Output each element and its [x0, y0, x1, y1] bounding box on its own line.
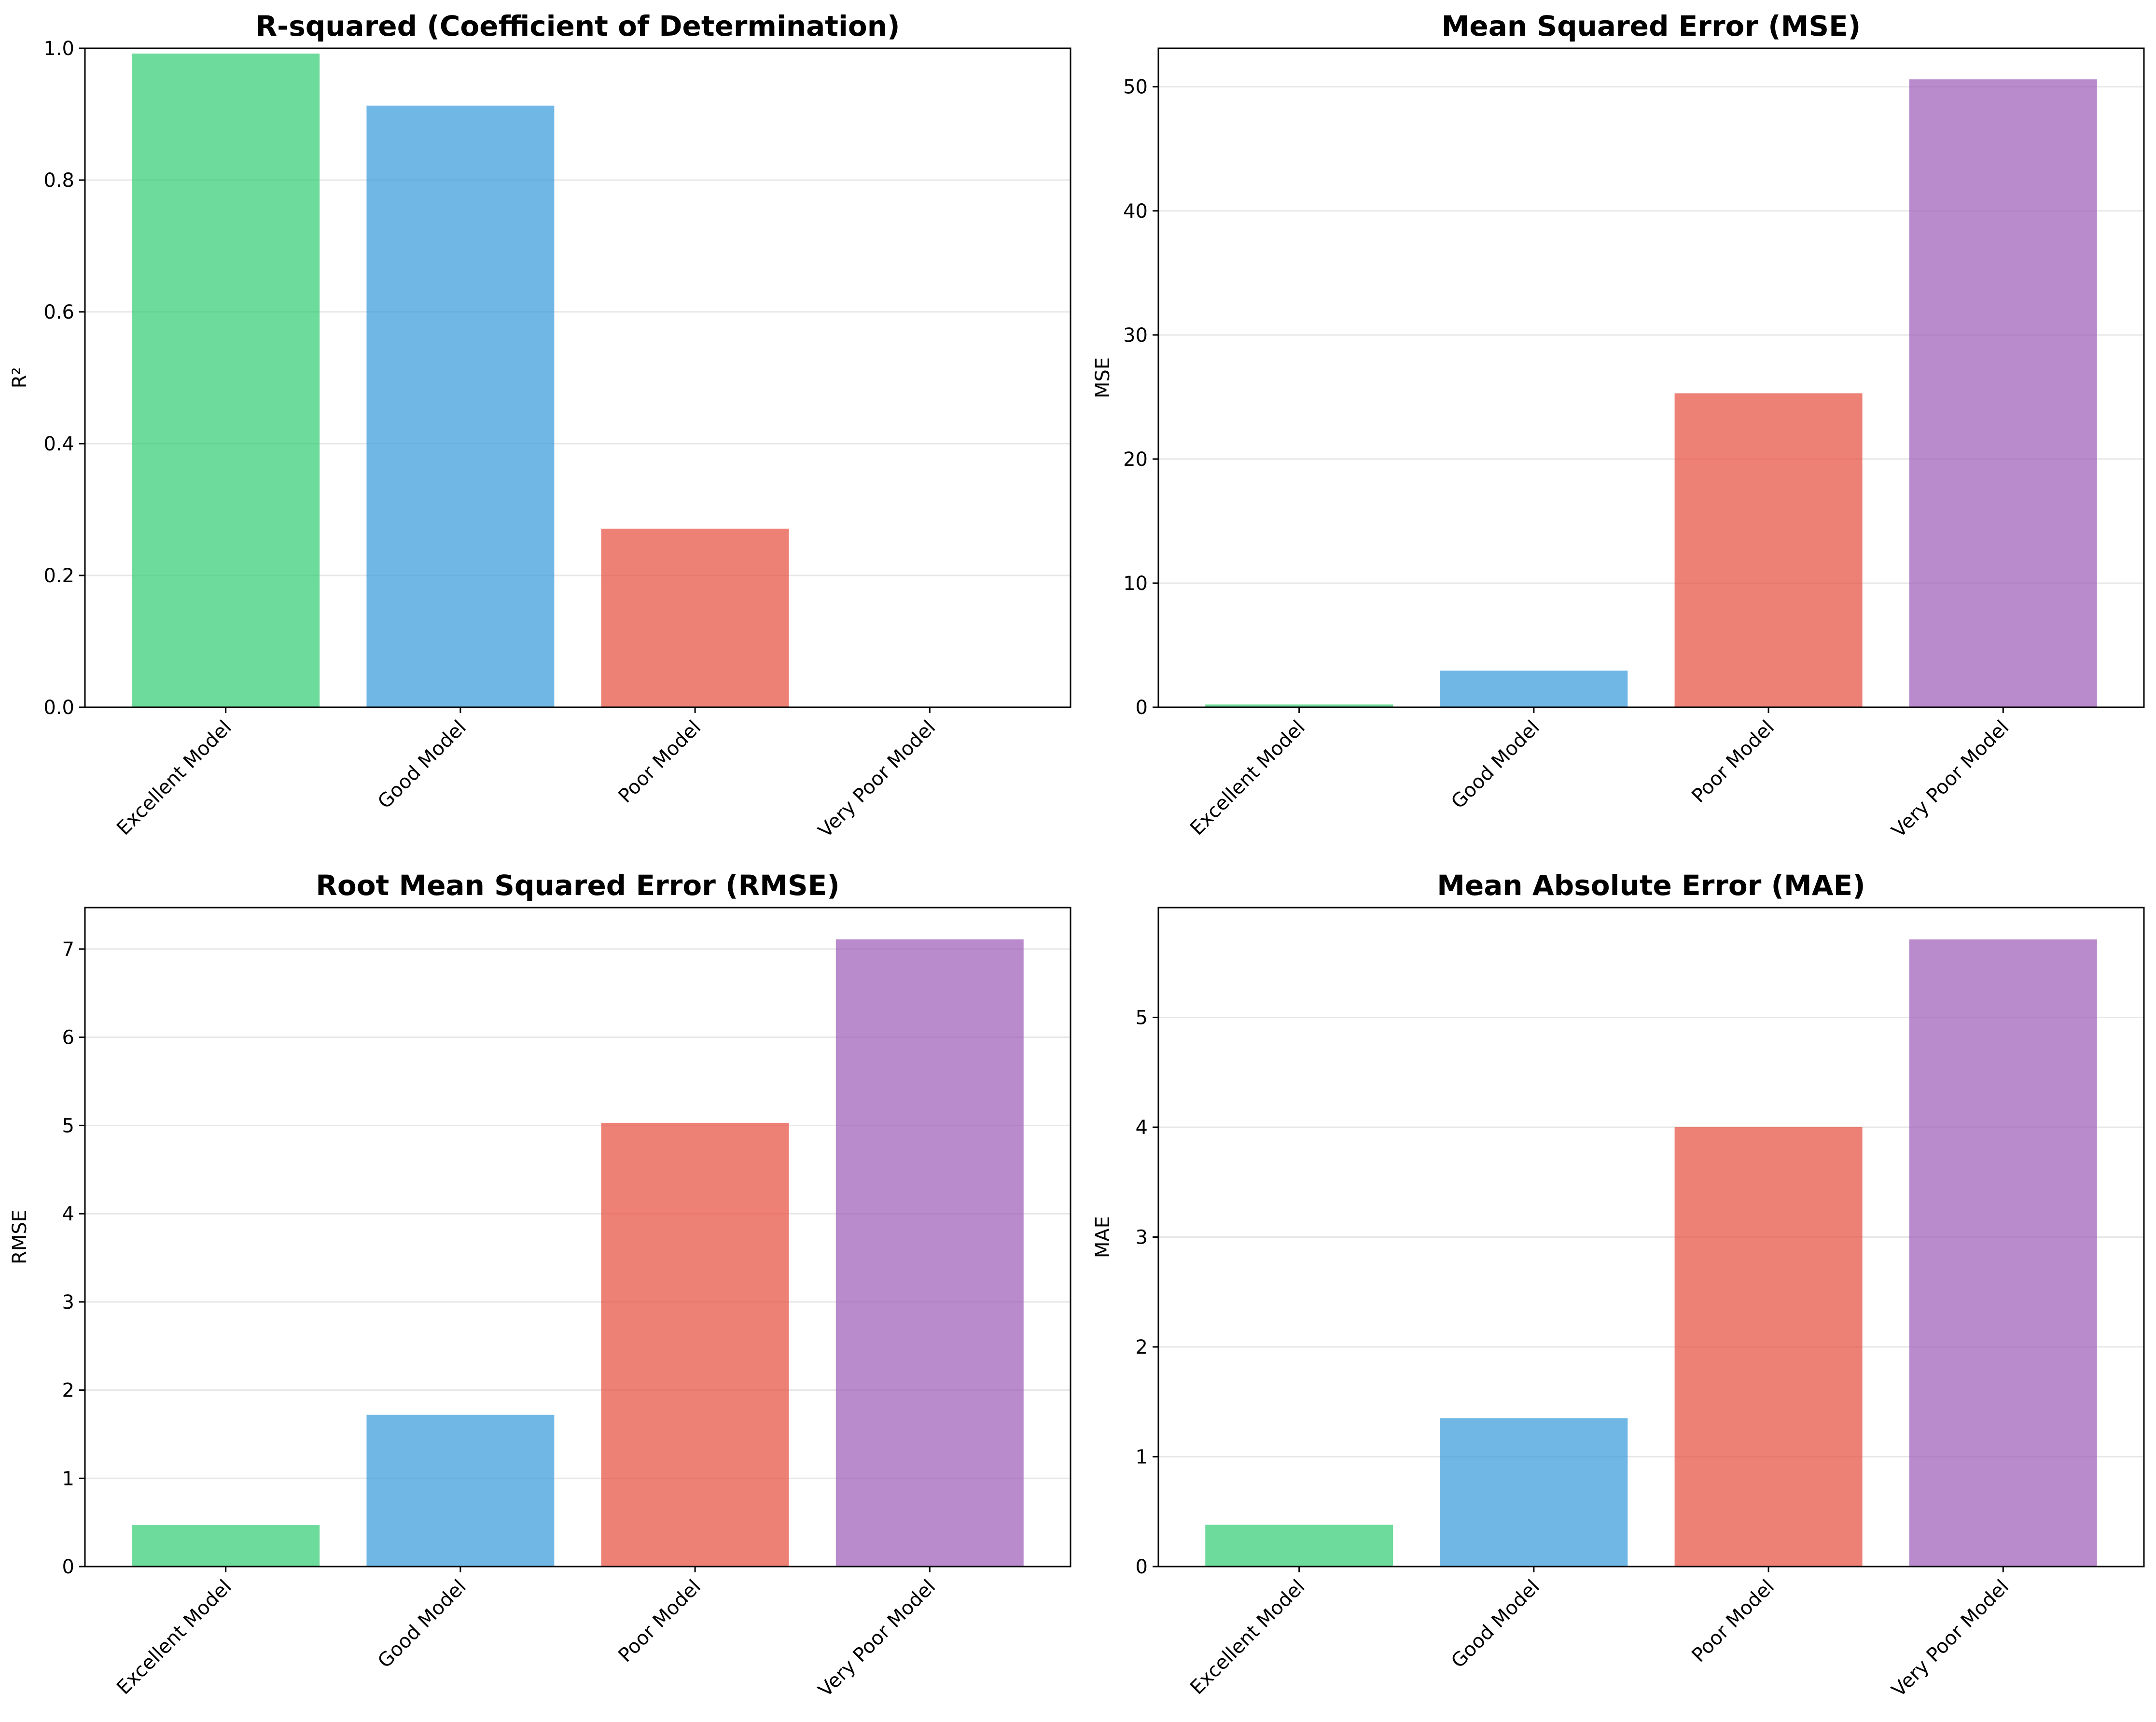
- rmse-chart-y-tick-label: 3: [62, 1291, 74, 1314]
- mse-chart-y-axis: 0 10 20 30 40 50: [1123, 76, 1158, 719]
- rmse-chart-ylabel: RMSE: [9, 1210, 31, 1264]
- mae-chart-ylabel: MAE: [1092, 1216, 1114, 1258]
- mse-chart-bar-good: [1440, 671, 1628, 707]
- r-squared-chart-bar-good: [366, 105, 555, 707]
- r-squared-chart-y-tick-label: 0.0: [43, 697, 74, 719]
- rmse-chart-bars: [132, 939, 1024, 1567]
- r-squared-chart-axes-frame: [84, 47, 1071, 708]
- rmse-chart-bar-good: [366, 1414, 555, 1567]
- mae-chart-y-tick-label: 2: [1136, 1336, 1148, 1358]
- mse-chart-bar-very-poor: [1909, 79, 2097, 708]
- rmse-chart-bar-very-poor: [835, 939, 1024, 1567]
- mae-chart-y-axis: 0 1 2 3 4 5: [1136, 1007, 1158, 1578]
- r-squared-chart-bar-excellent: [132, 53, 320, 707]
- r-squared-chart-y-tick-label: 1.0: [43, 38, 74, 60]
- rmse-chart-y-tick-label: 1: [62, 1468, 74, 1490]
- mse-chart-y-tick-label: 10: [1123, 573, 1148, 595]
- r-squared-chart-y-tick-label: 0.2: [43, 565, 74, 587]
- rmse-chart-y-axis: 0 1 2 3 4 5 6 7: [62, 938, 85, 1578]
- mse-chart-bar-poor: [1674, 393, 1863, 707]
- mae-chart-y-tick-label: 5: [1136, 1007, 1148, 1029]
- rmse-chart-bar-excellent: [132, 1525, 320, 1567]
- r-squared-chart-y-tick-label: 0.6: [43, 301, 74, 323]
- r-squared-chart-y-tick-label: 0.8: [43, 169, 74, 192]
- rmse-chart-axes-frame: [84, 907, 1071, 1568]
- mae-chart-y-tick-label: 1: [1136, 1446, 1148, 1469]
- mae-chart-title: Mean Absolute Error (MAE): [1437, 869, 1865, 902]
- r-squared-chart-ylabel: R²: [9, 367, 31, 389]
- mse-chart-y-tick-label: 40: [1123, 200, 1148, 223]
- mse-chart-bar-excellent: [1205, 704, 1393, 707]
- mse-chart-ylabel: MSE: [1092, 357, 1114, 398]
- mse-chart-y-tick-label: 30: [1123, 324, 1148, 347]
- mse-chart-axes-frame: [1157, 47, 2145, 708]
- rmse-chart-bar-poor: [601, 1122, 789, 1567]
- mae-chart-bar-poor: [1674, 1127, 1863, 1567]
- mae-chart-y-tick-label: 3: [1136, 1227, 1148, 1249]
- r-squared-chart-title: R-squared (Coefficient of Determination): [255, 10, 900, 42]
- rmse-chart-y-tick-label: 6: [62, 1027, 74, 1049]
- r-squared-chart-y-tick-label: 0.4: [43, 433, 74, 455]
- mse-chart-y-tick-label: 0: [1136, 697, 1148, 719]
- mae-chart-y-tick-label: 0: [1136, 1556, 1148, 1578]
- rmse-chart-y-tick-label: 7: [62, 938, 74, 961]
- mae-chart-bar-excellent: [1205, 1525, 1393, 1567]
- mse-chart-title: Mean Squared Error (MSE): [1442, 10, 1861, 42]
- rmse-chart-y-tick-label: 5: [62, 1115, 74, 1137]
- mae-chart-bar-very-poor: [1909, 939, 2097, 1567]
- mae-chart-bars: [1205, 939, 2097, 1567]
- mae-chart-bar-good: [1440, 1418, 1628, 1567]
- mse-chart-y-tick-label: 20: [1123, 448, 1148, 471]
- mae-chart-y-tick-label: 4: [1136, 1117, 1148, 1139]
- rmse-chart-y-tick-label: 4: [62, 1203, 74, 1225]
- rmse-chart-title: Root Mean Squared Error (RMSE): [316, 869, 840, 902]
- r-squared-chart-y-axis: 0.0 0.2 0.4 0.6 0.8 1.0: [43, 38, 85, 719]
- r-squared-chart-bar-poor: [601, 529, 789, 707]
- mse-chart-y-tick-label: 50: [1123, 76, 1148, 98]
- rmse-chart-y-tick-label: 2: [62, 1380, 74, 1402]
- rmse-chart-y-tick-label: 0: [62, 1556, 74, 1578]
- r-squared-chart-bars: [132, 53, 789, 707]
- mse-chart-bars: [1205, 79, 2097, 708]
